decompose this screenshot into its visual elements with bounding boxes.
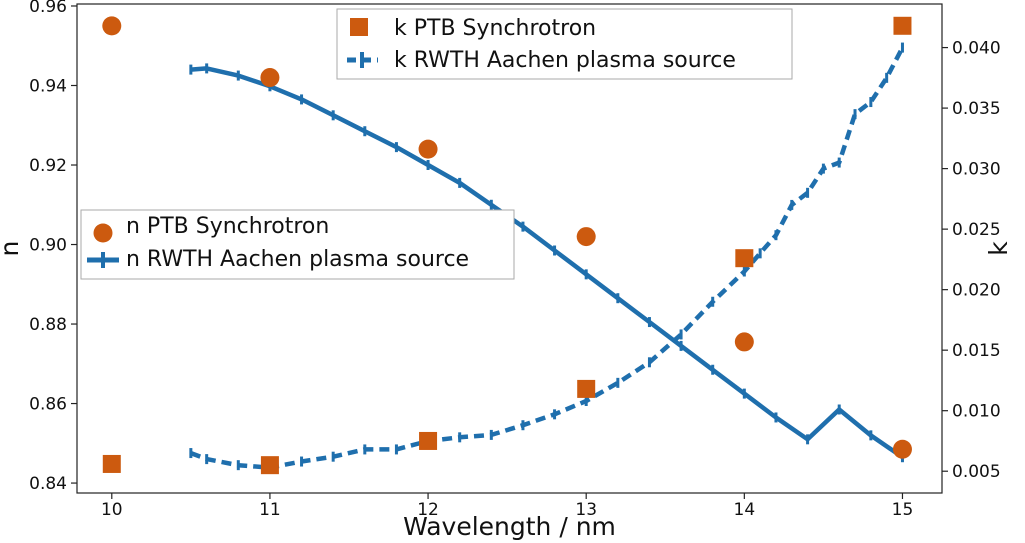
y-left-tick-label: 0.84 — [29, 474, 67, 494]
legend-n: n PTB Synchrotron n RWTH Aachen plasma s… — [80, 209, 515, 280]
y-right-tick-label: 0.030 — [952, 160, 1001, 180]
n-ptb-point — [734, 332, 754, 352]
n-ptb-point — [576, 227, 596, 247]
series-line-n-rwth — [190, 66, 904, 460]
n-ptb-point — [260, 68, 280, 88]
x-tick-label: 13 — [575, 500, 597, 520]
y-left-tick-label: 0.94 — [29, 77, 67, 97]
legend-k-label-0: k PTB Synchrotron — [394, 16, 596, 41]
x-axis-title: Wavelength / nm — [403, 512, 616, 541]
y-right-tick-label: 0.015 — [952, 341, 1001, 361]
k-ptb-point — [893, 16, 912, 35]
n-ptb-point — [102, 16, 122, 36]
k-ptb-point — [735, 249, 754, 268]
y-right-tick-label: 0.010 — [952, 402, 1001, 422]
legend-n-label-0: n PTB Synchrotron — [126, 214, 329, 239]
y-right-tick-label: 0.035 — [952, 99, 1001, 119]
y-axis-right-title: k — [984, 241, 1013, 256]
legend-n-box — [80, 209, 515, 280]
k-ptb-point — [419, 431, 438, 450]
k-ptb-point — [260, 456, 279, 475]
legend-k-box — [336, 8, 793, 80]
y-left-tick-label: 0.88 — [29, 315, 67, 335]
y-left-tick-label: 0.96 — [29, 0, 67, 17]
legend-n-circle-marker — [93, 223, 113, 243]
y-left-tick-label: 0.90 — [29, 236, 67, 256]
legend-k-label-1: k RWTH Aachen plasma source — [394, 48, 736, 73]
y-left-tick-label: 0.86 — [29, 395, 67, 415]
y-right-tick-label: 0.025 — [952, 220, 1001, 240]
plot-frame — [76, 3, 943, 494]
series-line-k-rwth — [190, 46, 905, 470]
x-tick-label: 14 — [734, 500, 756, 520]
y-right-tick-label: 0.020 — [952, 281, 1001, 301]
x-tick-label: 15 — [892, 500, 914, 520]
legend-k-square-marker — [350, 18, 368, 36]
y-axis-left-title: n — [0, 241, 24, 257]
n-ptb-point — [418, 139, 438, 159]
k-ptb-point — [102, 454, 121, 473]
y-right-tick-label: 0.005 — [952, 462, 1001, 482]
k-ptb-point — [577, 379, 596, 398]
x-tick-label: 12 — [417, 500, 439, 520]
y-right-tick-label: 0.040 — [952, 39, 1001, 59]
n-ptb-point — [892, 439, 912, 459]
legend-k: k PTB Synchrotron k RWTH Aachen plasma s… — [336, 8, 793, 80]
x-tick-label: 11 — [259, 500, 281, 520]
x-tick-label: 10 — [101, 500, 123, 520]
y-left-tick-label: 0.92 — [29, 156, 67, 176]
legend-n-label-1: n RWTH Aachen plasma source — [126, 247, 469, 272]
